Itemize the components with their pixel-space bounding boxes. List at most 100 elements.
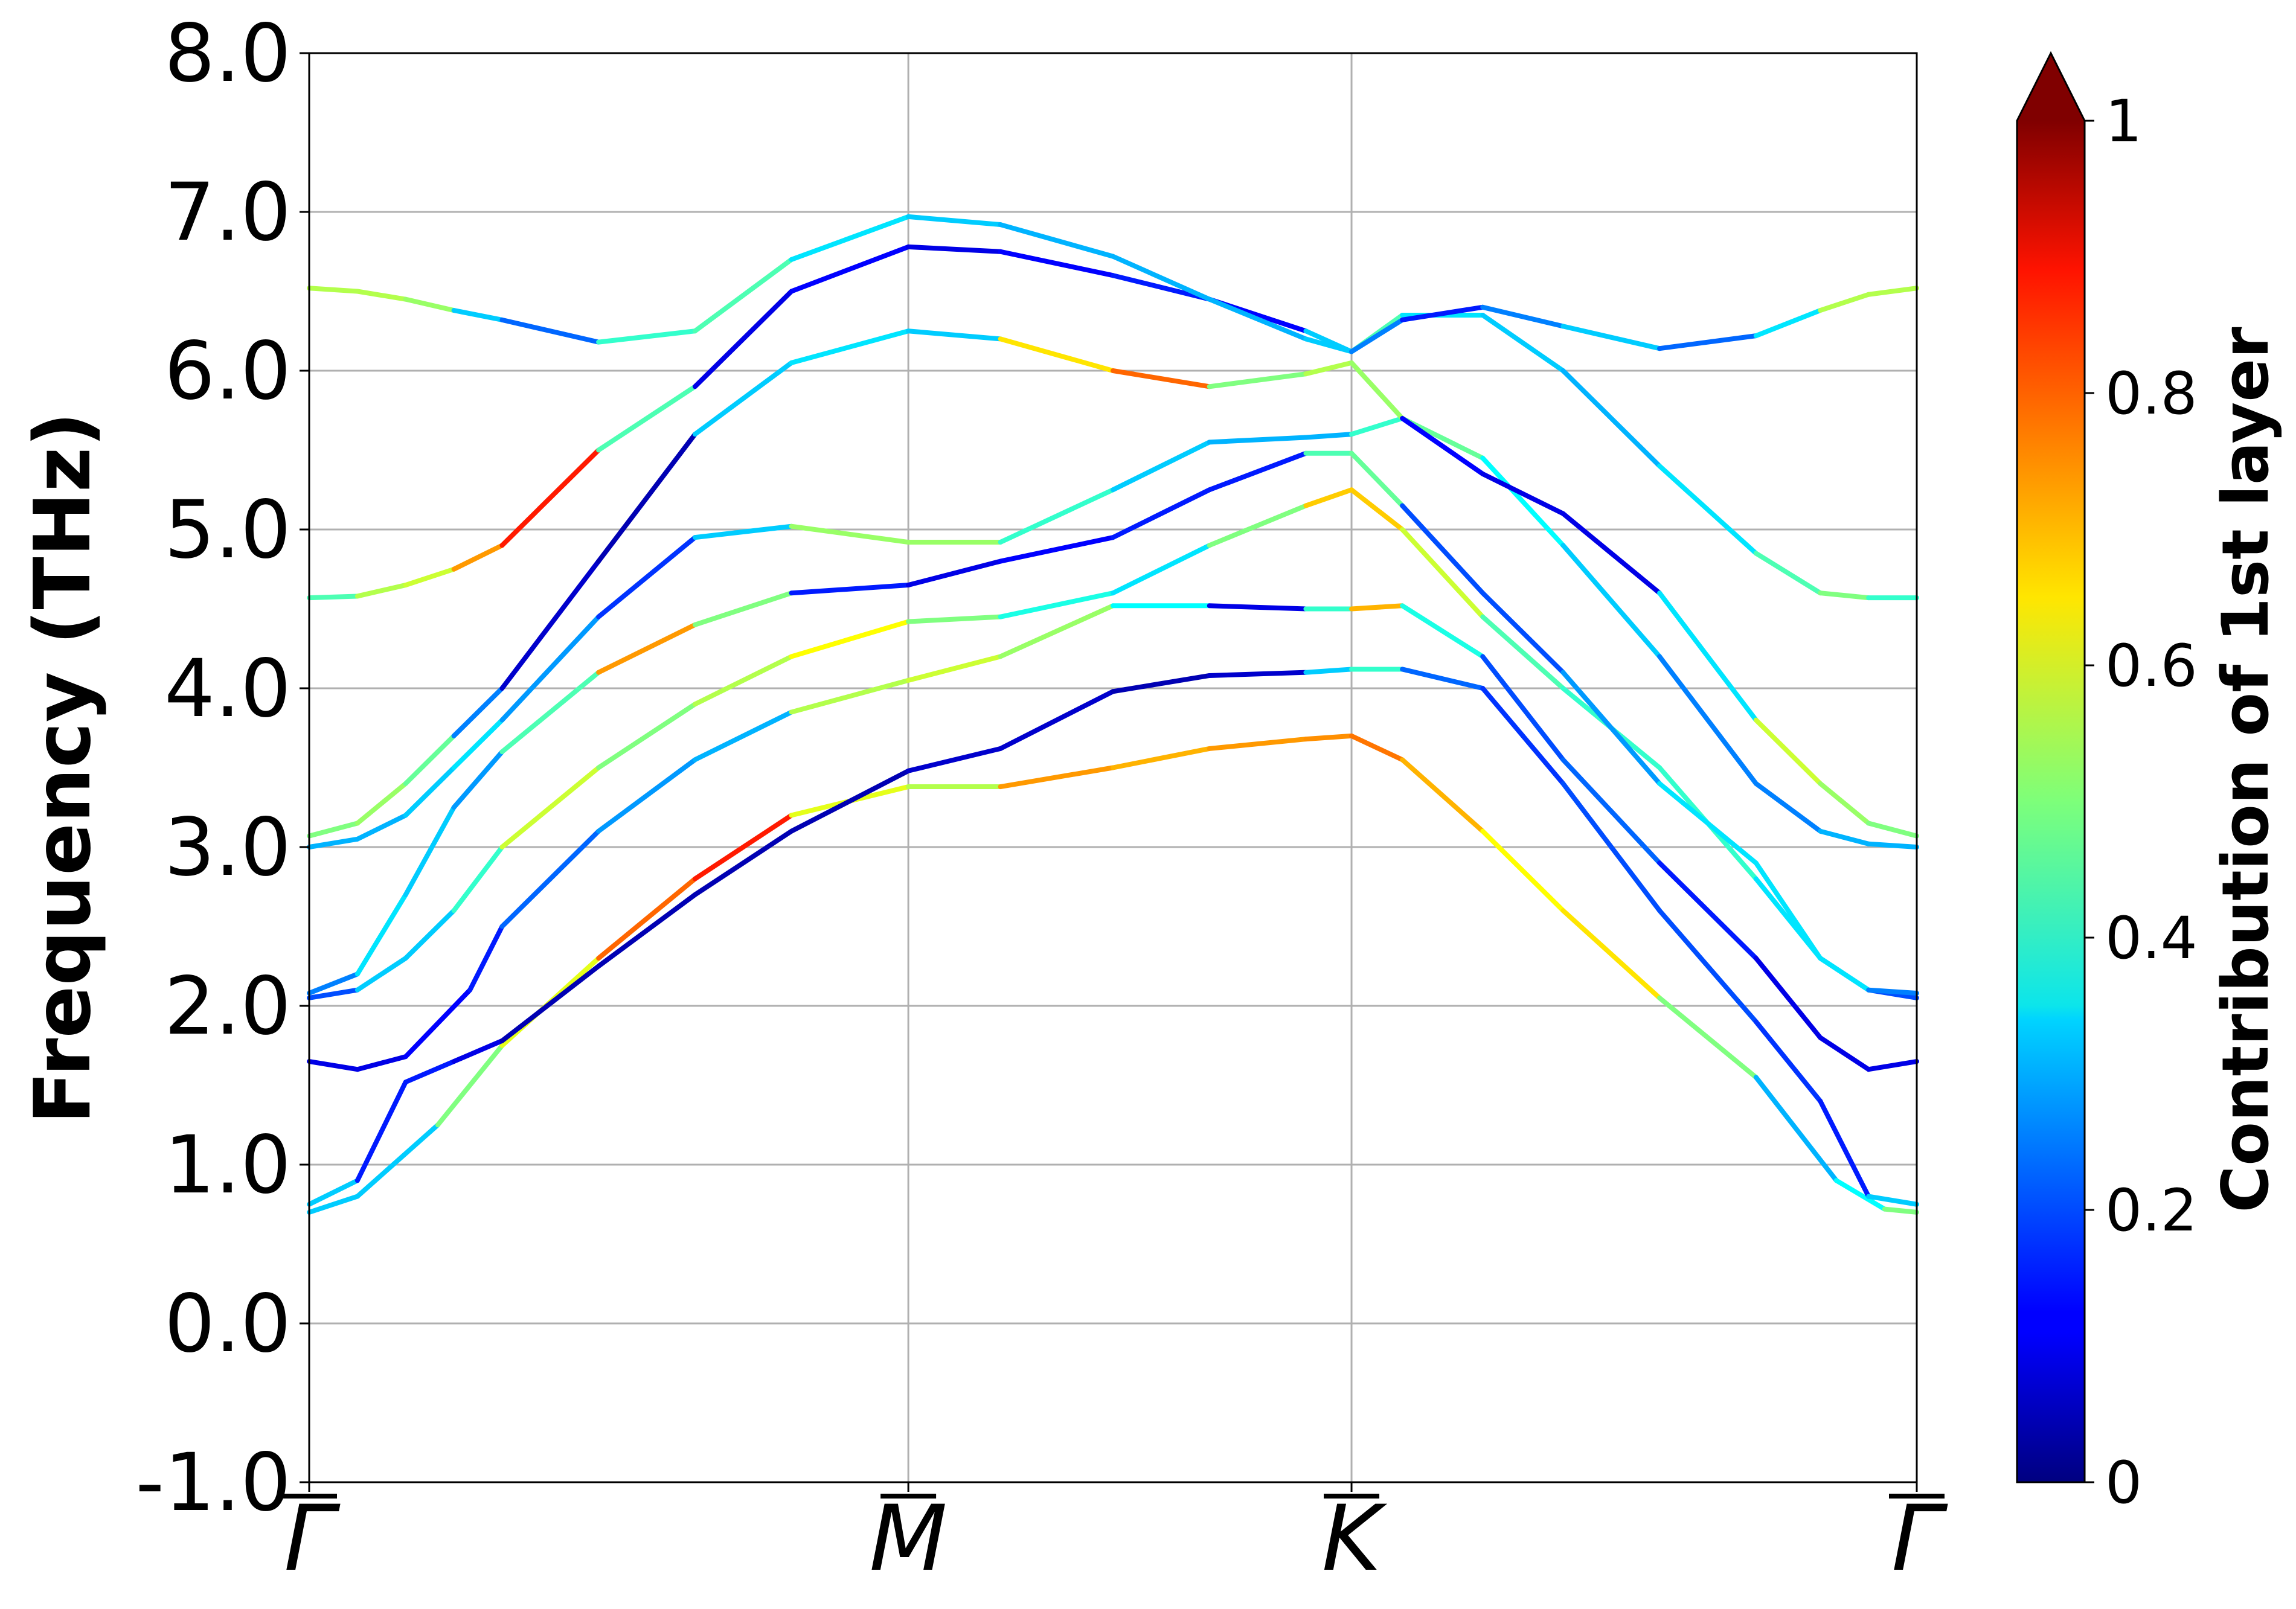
band-segment	[692, 360, 794, 437]
band-segment	[906, 746, 1003, 773]
band-segment	[692, 523, 794, 540]
band-segment	[1349, 487, 1405, 532]
band-segment	[1657, 781, 1759, 866]
band-segment	[1480, 654, 1566, 763]
band-segment	[1303, 432, 1355, 440]
band-segment	[499, 317, 601, 345]
band-segment	[789, 214, 911, 262]
band-segment	[998, 765, 1115, 790]
band-segment	[354, 289, 408, 302]
x-tick-label-high-symmetry-point: Γ	[1891, 1486, 1948, 1591]
band-segment	[789, 328, 911, 365]
band-segment	[692, 654, 794, 707]
band-segment	[906, 614, 1003, 624]
band-segment	[1480, 471, 1566, 516]
band-segment	[1480, 304, 1566, 329]
band-segment	[789, 619, 911, 659]
band-segment	[499, 447, 601, 548]
colorbar-tick-label: 0.2	[2105, 1177, 2198, 1244]
band-segment	[998, 535, 1115, 564]
band-segment	[906, 328, 1003, 342]
band-segment	[1480, 686, 1566, 786]
y-tick-label: 4.0	[164, 642, 291, 735]
band-segment	[1111, 673, 1212, 694]
band-segment	[1480, 455, 1566, 548]
band-segment	[1111, 368, 1212, 389]
band-segment	[1303, 336, 1355, 354]
band-segment	[906, 244, 1003, 254]
band-segment	[1480, 828, 1566, 913]
band-segment	[467, 924, 505, 993]
band-line	[307, 487, 1919, 1000]
band-segment	[1866, 820, 1919, 839]
band-segment	[998, 249, 1115, 278]
band-segment	[906, 214, 1003, 228]
y-tick-label: 7.0	[164, 166, 291, 259]
band-segment	[451, 845, 505, 913]
band-segment	[435, 1043, 505, 1128]
band-segment	[499, 614, 601, 723]
band-segment	[451, 308, 505, 322]
band-segment	[1818, 956, 1871, 993]
band-segment	[692, 590, 794, 627]
band-segment	[403, 765, 457, 818]
band-segment	[1753, 1075, 1839, 1183]
band-segment	[307, 1059, 360, 1072]
colorbar-ticks: 0 0.2 0.4 0.6 0.8 1	[2085, 88, 2198, 1517]
band-segment	[1818, 292, 1871, 313]
band-segment	[1480, 590, 1566, 675]
band-segment	[1560, 324, 1663, 351]
band-segment	[1833, 1178, 1887, 1212]
band-segment	[1400, 415, 1486, 476]
colorbar-outline	[2016, 51, 2086, 1483]
band-segment	[1657, 333, 1759, 351]
band-segment	[1207, 450, 1309, 493]
band-segment	[354, 956, 408, 993]
band-segment	[1753, 308, 1823, 339]
band-segment	[307, 836, 360, 849]
colorbar: 0 0.2 0.4 0.6 0.8 1 Contribution of 1st layer	[2016, 51, 2283, 1517]
band-segment	[1560, 511, 1663, 596]
band-line	[307, 733, 1919, 1215]
colorbar-gradient	[2017, 121, 2085, 1482]
y-tick-label: 0.0	[164, 1278, 291, 1371]
band-segment	[1480, 312, 1566, 373]
x-tick-label-high-symmetry-point: K	[1322, 1486, 1388, 1591]
band-segment	[1866, 1059, 1919, 1072]
band-segment	[354, 1080, 408, 1183]
band-segment	[1560, 543, 1663, 659]
band-segment	[1657, 860, 1759, 961]
colorbar-tick-label: 0	[2105, 1449, 2142, 1517]
phonon-bands	[307, 214, 1919, 1215]
band-segment	[451, 543, 505, 572]
plot-frame	[308, 52, 1918, 1483]
band-segment	[596, 876, 697, 961]
band-segment	[1111, 254, 1212, 302]
band-segment	[1400, 503, 1486, 596]
band-segment	[1882, 1206, 1919, 1215]
band-segment	[451, 686, 505, 738]
band-line	[307, 450, 1919, 996]
band-segment	[1866, 286, 1919, 297]
colorbar-tick-label: 0.4	[2105, 904, 2198, 972]
band-segment	[1560, 908, 1663, 1000]
band-segment	[1480, 614, 1566, 691]
band-segment	[307, 987, 360, 1000]
colorbar-tick-label: 1	[2105, 88, 2142, 155]
band-line	[307, 667, 1919, 1207]
band-segment	[692, 709, 794, 763]
band-segment	[403, 296, 457, 313]
y-tick-label: 6.0	[164, 325, 291, 418]
band-segment	[692, 828, 794, 897]
band-segment	[1207, 371, 1309, 389]
band-segment	[789, 583, 911, 596]
x-tick-label-high-symmetry-point: Γ	[284, 1486, 341, 1591]
band-segment	[1400, 527, 1486, 619]
band-segment	[1657, 590, 1759, 723]
band-segment	[307, 1194, 360, 1215]
band-segment	[1303, 487, 1355, 508]
band-segment	[596, 328, 697, 345]
band-segment	[1818, 828, 1871, 846]
